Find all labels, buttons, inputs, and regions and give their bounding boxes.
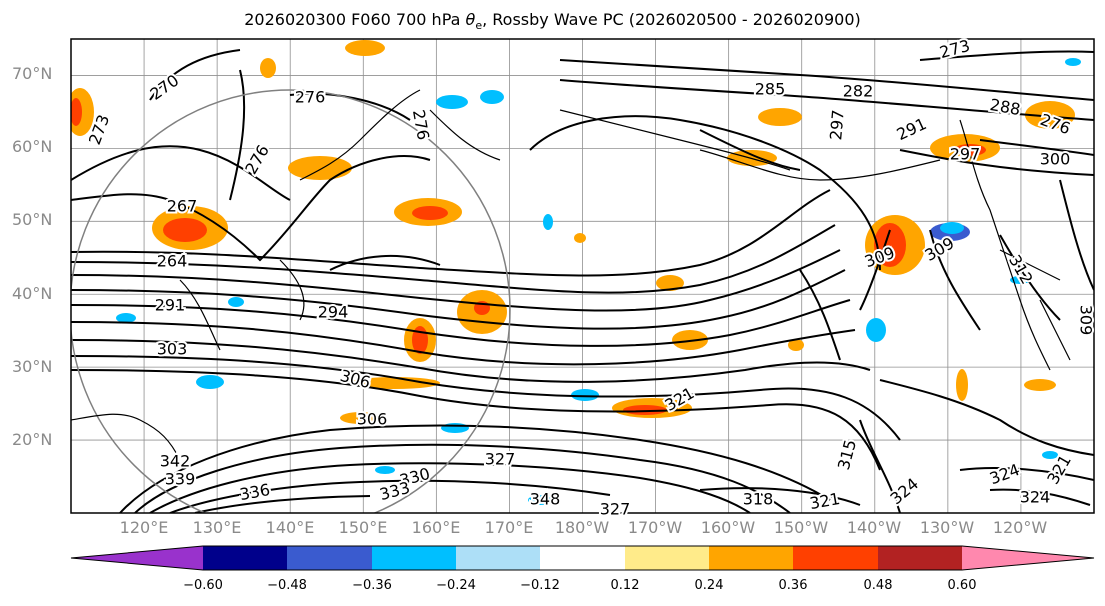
lat-tick-20: 20°N [12, 430, 53, 449]
cbar-tick: −0.24 [436, 578, 476, 593]
contour-label: 348 [530, 490, 561, 509]
contour-label-halo: 336 [238, 480, 271, 504]
contour-label-halo: 282 [843, 82, 874, 101]
lat-tick-50: 50°N [12, 210, 53, 229]
contour-label: 327 [600, 500, 631, 519]
contour-label: 297 [826, 109, 848, 141]
contour-label-halo: 318 [743, 490, 774, 509]
contour-label-halo: 342 [160, 452, 191, 471]
title-sub: e [475, 19, 483, 33]
contour-label: 324 [1020, 488, 1051, 507]
contour-label: 291 [155, 296, 186, 315]
cbar-tick: 0.12 [610, 578, 640, 593]
contour-label-halo: 303 [157, 340, 188, 359]
cbar-tick: −0.36 [352, 578, 392, 593]
title-prefix: 2026020300 F060 700 hPa [244, 10, 466, 29]
contour-label-halo: 276 [295, 88, 326, 107]
cbar-tick: −0.12 [520, 578, 560, 593]
coastlines [71, 89, 1071, 461]
contour-label-halo: 294 [318, 303, 349, 322]
anomaly-positive [71, 40, 1075, 424]
lon-tick-180w: 180°W [554, 518, 610, 537]
contour-label: 327 [485, 450, 516, 469]
contour-label: 282 [843, 82, 874, 101]
lon-tick-170w: 170°W [627, 518, 683, 537]
map-frame [70, 38, 1095, 514]
lon-tick-150e: 150°E [338, 518, 388, 537]
lat-tick-70: 70°N [12, 64, 53, 83]
map-title: 2026020300 F060 700 hPa θe, Rossby Wave … [0, 10, 1105, 32]
contour-label-halo: 264 [157, 252, 188, 271]
theta-e-contours [71, 49, 1094, 513]
contour-label-halo: 300 [1040, 150, 1071, 169]
contour-label-halo: 285 [755, 80, 786, 99]
contour-label: 339 [165, 470, 196, 489]
lon-tick-130e: 130°E [192, 518, 242, 537]
lon-tick-170e: 170°E [484, 518, 534, 537]
lat-tick-60: 60°N [12, 137, 53, 156]
contour-label: 306 [357, 410, 388, 429]
lon-tick-120e: 120°E [119, 518, 169, 537]
title-theta: θ [465, 10, 476, 29]
lon-tick-140e: 140°E [265, 518, 315, 537]
contour-label: 342 [160, 452, 191, 471]
title-suffix: , Rossby Wave PC (2026020500 - 202602090… [482, 10, 861, 29]
lon-tick-160e: 160°E [411, 518, 461, 537]
contour-label: 309 [1077, 305, 1096, 336]
lon-tick-140w: 140°W [846, 518, 902, 537]
lat-tick-30: 30°N [12, 357, 53, 376]
contour-label-halo: 339 [165, 470, 196, 489]
contour-label: 318 [743, 490, 774, 509]
contour-label: 300 [1040, 150, 1071, 169]
contour-label: 297 [950, 145, 981, 164]
contour-label-halo: 297 [950, 145, 981, 164]
contour-label: 276 [295, 88, 326, 107]
lon-tick-130w: 130°W [919, 518, 975, 537]
cbar-tick: 0.36 [778, 578, 808, 593]
anomaly-shading [71, 40, 1081, 505]
contour-label-halo: 267 [167, 197, 198, 216]
lon-tick-120w: 120°W [992, 518, 1048, 537]
cbar-tick: −0.48 [267, 578, 307, 593]
contour-label-halo: 306 [357, 410, 388, 429]
contour-label-halo: 324 [1020, 488, 1051, 507]
cbar-tick: 0.48 [863, 578, 893, 593]
cbar-tick: −0.60 [183, 578, 223, 593]
anomaly-negative [116, 58, 1081, 505]
contour-label: 267 [167, 197, 198, 216]
contour-label: 303 [157, 340, 188, 359]
contour-label: 285 [755, 80, 786, 99]
lon-tick-160w: 160°W [700, 518, 756, 537]
cbar-tick: 0.60 [947, 578, 977, 593]
contour-label-halo: 348 [530, 490, 561, 509]
contour-label-halo: 327 [485, 450, 516, 469]
contour-label-halo: 291 [155, 296, 186, 315]
lon-tick-150w: 150°W [773, 518, 829, 537]
cbar-tick: 0.24 [694, 578, 724, 593]
lat-tick-40: 40°N [12, 284, 53, 303]
contour-label: 264 [157, 252, 188, 271]
contour-label-halo: 327 [600, 500, 631, 519]
region-circle [71, 89, 511, 513]
contour-label: 294 [318, 303, 349, 322]
contour-label-halo: 309 [1077, 305, 1096, 336]
